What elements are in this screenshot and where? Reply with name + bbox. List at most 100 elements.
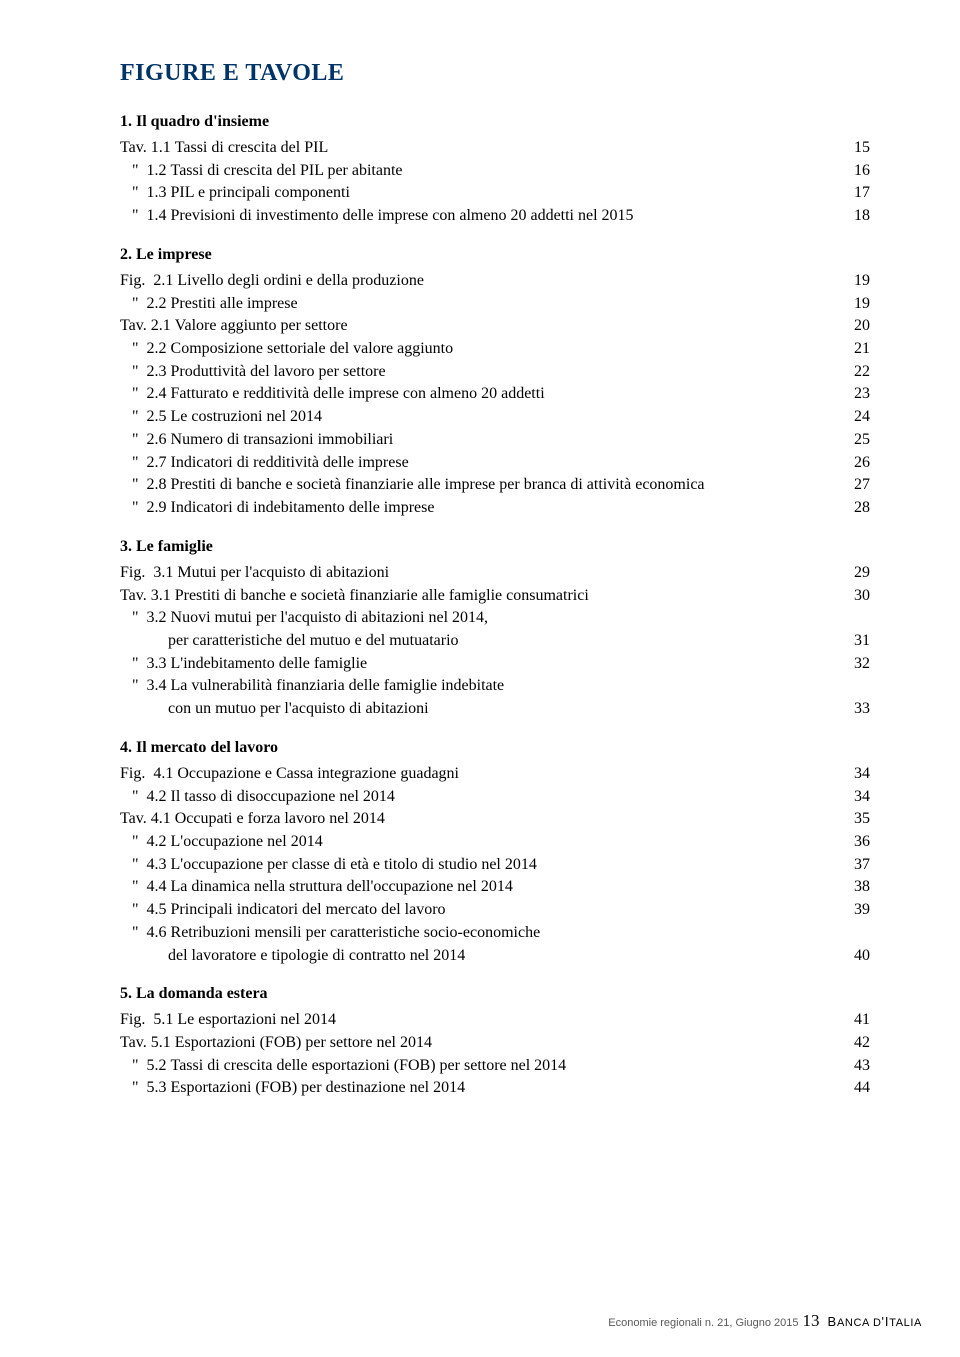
toc-entry: " 3.4 La vulnerabilità finanziaria delle…: [120, 675, 870, 698]
toc-entry: Tav. 5.1 Esportazioni (FOB) per settore …: [120, 1032, 870, 1055]
toc-entry: con un mutuo per l'acquisto di abitazion…: [120, 698, 870, 721]
entry-page: 20: [842, 315, 870, 338]
entry-label: Le esportazioni nel 2014: [177, 1009, 336, 1032]
toc-entry: " 2.2 Composizione settoriale del valore…: [120, 338, 870, 361]
entry-prefix: " 4.5: [120, 899, 171, 922]
entry-page: 25: [842, 429, 870, 452]
entry-prefix: Fig. 4.1: [120, 763, 177, 786]
toc-entry: " 2.8 Prestiti di banche e società finan…: [120, 474, 870, 497]
toc-entry: " 4.2 Il tasso di disoccupazione nel 201…: [120, 786, 870, 809]
entry-page: 29: [842, 562, 870, 585]
toc-entry: Fig. 2.1 Livello degli ordini e della pr…: [120, 270, 870, 293]
section-heading: 4. Il mercato del lavoro: [120, 739, 870, 757]
entry-prefix: [120, 945, 168, 968]
toc-entry: " 4.3 L'occupazione per classe di età e …: [120, 854, 870, 877]
entry-page: 32: [842, 653, 870, 676]
entry-label: Valore aggiunto per settore: [175, 315, 348, 338]
entry-label: Le costruzioni nel 2014: [171, 406, 323, 429]
entry-label: Retribuzioni mensili per caratteristiche…: [171, 922, 541, 945]
entry-prefix: " 5.3: [120, 1077, 171, 1100]
entry-prefix: " 2.3: [120, 361, 171, 384]
entry-prefix: [120, 698, 168, 721]
entry-page: 44: [842, 1077, 870, 1100]
entry-label: Esportazioni (FOB) per settore nel 2014: [175, 1032, 432, 1055]
toc-entry: del lavoratore e tipologie di contratto …: [120, 945, 870, 968]
toc-entry: Fig. 5.1 Le esportazioni nel 201441: [120, 1009, 870, 1032]
entry-label: Prestiti di banche e società finanziarie…: [171, 474, 705, 497]
entry-label: La dinamica nella struttura dell'occupaz…: [171, 876, 513, 899]
section-heading: 2. Le imprese: [120, 246, 870, 264]
entry-label: con un mutuo per l'acquisto di abitazion…: [168, 698, 429, 721]
entry-page: 27: [842, 474, 870, 497]
entry-prefix: " 4.6: [120, 922, 171, 945]
entry-label: Tassi di crescita delle esportazioni (FO…: [171, 1055, 567, 1078]
entry-label: Tassi di crescita del PIL per abitante: [171, 160, 403, 183]
entry-label: Previsioni di investimento delle imprese…: [171, 205, 634, 228]
toc-entry: Fig. 3.1 Mutui per l'acquisto di abitazi…: [120, 562, 870, 585]
toc-entry: " 1.3 PIL e principali componenti 17: [120, 182, 870, 205]
section-heading: 3. Le famiglie: [120, 538, 870, 556]
entry-page: 34: [842, 763, 870, 786]
toc-entry: Fig. 4.1 Occupazione e Cassa integrazion…: [120, 763, 870, 786]
toc-container: 1. Il quadro d'insieme Tav. 1.1 Tassi di …: [120, 113, 870, 1100]
entry-label: Indicatori di indebitamento delle impres…: [171, 497, 435, 520]
toc-entry: " 4.5 Principali indicatori del mercato …: [120, 899, 870, 922]
entry-prefix: " 2.5: [120, 406, 171, 429]
entry-prefix: " 2.8: [120, 474, 171, 497]
entry-label: Prestiti di banche e società finanziarie…: [175, 585, 589, 608]
entry-prefix: " 1.2: [120, 160, 171, 183]
entry-page: 15: [842, 137, 870, 160]
entry-prefix: " 2.6: [120, 429, 171, 452]
entry-page: 30: [842, 585, 870, 608]
entry-page: 39: [842, 899, 870, 922]
toc-entry: Tav. 3.1 Prestiti di banche e società fi…: [120, 585, 870, 608]
entry-label: del lavoratore e tipologie di contratto …: [168, 945, 465, 968]
section-heading: 5. La domanda estera: [120, 985, 870, 1003]
entry-label: Nuovi mutui per l'acquisto di abitazioni…: [171, 607, 489, 630]
entry-prefix: " 1.4: [120, 205, 171, 228]
footer-bank-suffix: TALIA: [889, 1317, 922, 1329]
entry-prefix: Tav. 1.1: [120, 137, 175, 160]
entry-label: Numero di transazioni immobiliari: [171, 429, 394, 452]
entry-page: 16: [842, 160, 870, 183]
entry-page: 33: [842, 698, 870, 721]
entry-label: Il tasso di disoccupazione nel 2014: [171, 786, 395, 809]
footer-bank-apos: 'I: [882, 1314, 890, 1329]
entry-label: per caratteristiche del mutuo e del mutu…: [168, 630, 459, 653]
toc-entry: per caratteristiche del mutuo e del mutu…: [120, 630, 870, 653]
entry-page: 34: [842, 786, 870, 809]
toc-entry: " 2.5 Le costruzioni nel 201424: [120, 406, 870, 429]
toc-entry: " 2.4 Fatturato e redditività delle impr…: [120, 383, 870, 406]
toc-entry: " 2.3 Produttività del lavoro per settor…: [120, 361, 870, 384]
entry-page: 35: [842, 808, 870, 831]
toc-entry: " 1.4 Previsioni di investimento delle i…: [120, 205, 870, 228]
entry-prefix: Tav. 2.1: [120, 315, 175, 338]
entry-prefix: " 2.9: [120, 497, 171, 520]
toc-entry: " 4.4 La dinamica nella struttura dell'o…: [120, 876, 870, 899]
entry-prefix: " 2.4: [120, 383, 171, 406]
toc-entry: Tav. 4.1 Occupati e forza lavoro nel 201…: [120, 808, 870, 831]
toc-entry: " 3.2 Nuovi mutui per l'acquisto di abit…: [120, 607, 870, 630]
entry-prefix: " 3.2: [120, 607, 171, 630]
toc-entry: " 4.2 L'occupazione nel 201436: [120, 831, 870, 854]
entry-page: 38: [842, 876, 870, 899]
entry-label: La vulnerabilità finanziaria delle famig…: [171, 675, 505, 698]
entry-prefix: " 4.2: [120, 831, 171, 854]
entry-label: Prestiti alle imprese: [171, 293, 298, 316]
toc-entry: " 2.2 Prestiti alle imprese19: [120, 293, 870, 316]
entry-page: 23: [842, 383, 870, 406]
entry-prefix: " 1.3: [120, 182, 171, 205]
entry-prefix: " 2.2: [120, 293, 171, 316]
entry-page: 37: [842, 854, 870, 877]
entry-prefix: " 2.2: [120, 338, 171, 361]
entry-page: 19: [842, 270, 870, 293]
entry-page: 42: [842, 1032, 870, 1055]
entry-page: 21: [842, 338, 870, 361]
toc-entry: " 5.3 Esportazioni (FOB) per destinazion…: [120, 1077, 870, 1100]
entry-label: Esportazioni (FOB) per destinazione nel …: [171, 1077, 466, 1100]
entry-label: PIL e principali componenti: [171, 182, 350, 205]
section-heading: 1. Il quadro d'insieme: [120, 113, 870, 131]
entry-prefix: " 4.2: [120, 786, 171, 809]
entry-label: Mutui per l'acquisto di abitazioni: [177, 562, 389, 585]
entry-page: 17: [842, 182, 870, 205]
